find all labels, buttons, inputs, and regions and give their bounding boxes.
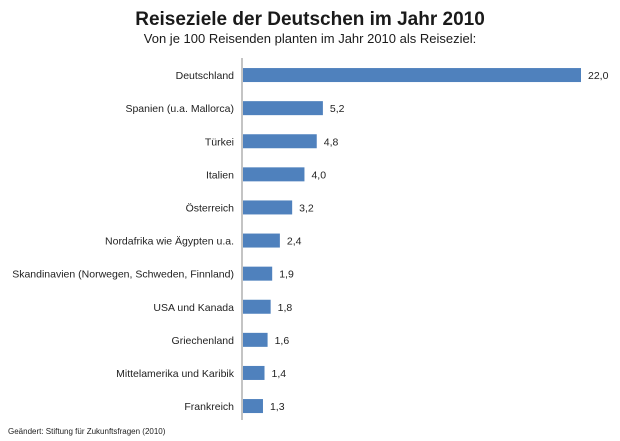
category-label-0: Deutschland — [176, 70, 235, 82]
category-label-1: Spanien (u.a. Mallorca) — [125, 103, 234, 115]
bar-8 — [243, 332, 268, 347]
value-label-5: 2,4 — [287, 236, 302, 248]
bar-1 — [243, 101, 323, 116]
value-label-0: 22,0 — [588, 70, 609, 82]
bar-0 — [243, 68, 581, 83]
bar-10 — [243, 399, 263, 414]
category-label-5: Nordafrika wie Ägypten u.a. — [105, 236, 234, 248]
value-label-2: 4,8 — [324, 136, 339, 148]
value-label-4: 3,2 — [299, 202, 314, 214]
category-label-6: Skandinavien (Norwegen, Schweden, Finnla… — [12, 269, 234, 281]
bars-group: Deutschland 22,0 Spanien (u.a. Mallorca) 5,… — [12, 68, 609, 414]
value-label-8: 1,6 — [275, 335, 290, 347]
bar-7 — [243, 299, 271, 314]
value-label-6: 1,9 — [279, 269, 294, 281]
category-label-10: Frankreich — [184, 401, 234, 413]
bar-5 — [243, 233, 280, 248]
category-label-8: Griechenland — [172, 335, 235, 347]
bar-6 — [243, 266, 273, 281]
value-label-9: 1,4 — [272, 368, 287, 380]
category-label-9: Mittelamerika und Karibik — [116, 368, 235, 380]
bar-9 — [243, 365, 265, 380]
chart-title: Reiseziele der Deutschen im Jahr 2010 — [135, 9, 485, 30]
value-label-7: 1,8 — [278, 302, 293, 314]
category-label-4: Österreich — [186, 202, 235, 214]
bar-2 — [243, 134, 317, 149]
category-label-2: Türkei — [205, 136, 234, 148]
value-label-3: 4,0 — [311, 169, 326, 181]
category-label-7: USA und Kanada — [153, 302, 234, 314]
source-note: Geändert: Stiftung für Zukunftsfragen (2… — [8, 427, 166, 436]
value-label-1: 5,2 — [330, 103, 345, 115]
value-label-10: 1,3 — [270, 401, 285, 413]
category-label-3: Italien — [206, 169, 234, 181]
bar-3 — [243, 167, 305, 182]
chart-subtitle: Von je 100 Reisenden planten im Jahr 201… — [144, 31, 476, 46]
bar-4 — [243, 200, 293, 215]
